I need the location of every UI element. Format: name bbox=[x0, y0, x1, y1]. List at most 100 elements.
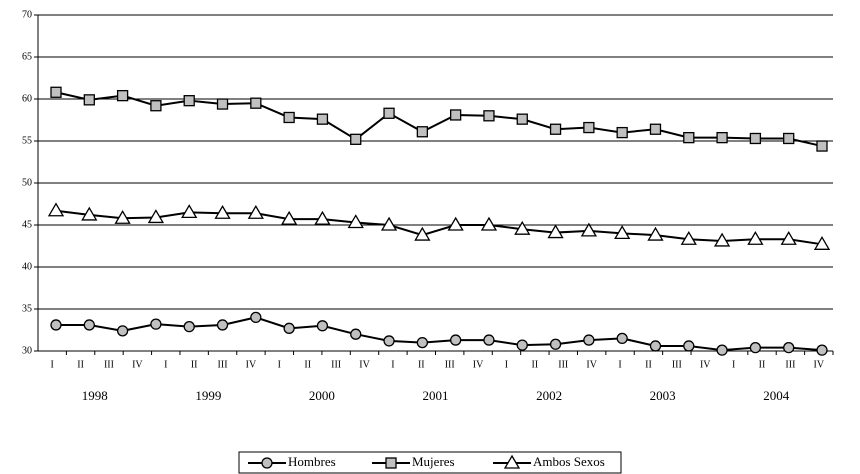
point bbox=[116, 89, 129, 102]
x-tick-label: I bbox=[391, 359, 394, 370]
x-tick-label: II bbox=[77, 359, 84, 370]
x-tick-label: II bbox=[191, 359, 198, 370]
x-tick-label: II bbox=[532, 359, 539, 370]
x-tick-label: III bbox=[331, 359, 341, 370]
point bbox=[383, 335, 395, 347]
point bbox=[816, 344, 828, 356]
point bbox=[649, 340, 662, 352]
point bbox=[783, 132, 795, 145]
point bbox=[50, 86, 62, 98]
point bbox=[47, 202, 65, 217]
x-tick-label: II bbox=[759, 359, 766, 370]
x-tick-label: I bbox=[618, 359, 621, 370]
x-tick-label: I bbox=[51, 359, 54, 370]
point bbox=[683, 340, 695, 352]
year-label: 2000 bbox=[309, 388, 335, 403]
x-tick-label: I bbox=[732, 359, 735, 370]
point bbox=[614, 225, 631, 240]
point bbox=[447, 216, 464, 231]
point bbox=[683, 131, 695, 144]
year-label: 1998 bbox=[82, 388, 108, 403]
x-tick-label: I bbox=[278, 359, 281, 370]
point bbox=[616, 126, 628, 139]
point bbox=[480, 216, 498, 231]
point bbox=[283, 322, 295, 334]
point bbox=[414, 226, 431, 241]
x-tick-label: III bbox=[445, 359, 455, 370]
point bbox=[116, 325, 129, 337]
point bbox=[749, 341, 762, 354]
point bbox=[314, 210, 331, 225]
point bbox=[483, 334, 495, 346]
legend-marker bbox=[503, 454, 521, 469]
point bbox=[716, 344, 728, 356]
point bbox=[347, 214, 364, 229]
year-label: 2003 bbox=[650, 388, 676, 403]
x-tick-label: III bbox=[672, 359, 682, 370]
point bbox=[250, 97, 262, 109]
year-label: 2001 bbox=[423, 388, 449, 403]
x-tick-label: III bbox=[218, 359, 228, 370]
year-label: 2004 bbox=[763, 388, 790, 403]
point bbox=[816, 140, 828, 152]
y-tick-label: 70 bbox=[22, 9, 32, 20]
point bbox=[749, 132, 762, 145]
y-tick-label: 65 bbox=[22, 51, 32, 62]
point bbox=[247, 204, 264, 219]
point bbox=[549, 338, 562, 350]
point bbox=[50, 319, 62, 331]
point bbox=[214, 204, 231, 219]
point bbox=[516, 113, 528, 125]
point bbox=[616, 332, 628, 345]
point bbox=[450, 334, 462, 346]
point bbox=[114, 209, 131, 224]
x-tick-label: II bbox=[304, 359, 311, 370]
x-tick-label: II bbox=[645, 359, 652, 370]
series-line bbox=[55, 91, 823, 148]
x-tick-label: IV bbox=[814, 359, 825, 370]
point bbox=[416, 126, 428, 138]
y-tick-label: 45 bbox=[22, 219, 32, 230]
y-tick-label: 55 bbox=[22, 135, 32, 146]
point bbox=[216, 319, 229, 331]
point bbox=[580, 222, 598, 237]
point bbox=[83, 94, 95, 106]
legend-label: Mujeres bbox=[412, 454, 455, 469]
legend-label: Hombres bbox=[288, 454, 336, 469]
point bbox=[680, 230, 697, 245]
x-tick-label: I bbox=[164, 359, 167, 370]
point bbox=[283, 111, 295, 124]
year-label: 2002 bbox=[536, 388, 562, 403]
point bbox=[380, 216, 398, 231]
legend-label: Ambos Sexos bbox=[533, 454, 605, 469]
legend-box bbox=[238, 451, 622, 474]
x-tick-label: IV bbox=[586, 359, 597, 370]
point bbox=[250, 311, 262, 324]
point bbox=[647, 226, 664, 241]
point bbox=[780, 230, 797, 245]
point bbox=[783, 341, 795, 354]
point bbox=[81, 206, 98, 221]
point bbox=[316, 320, 329, 332]
point bbox=[450, 109, 462, 121]
point bbox=[183, 320, 195, 333]
point bbox=[547, 224, 564, 239]
point bbox=[150, 100, 162, 112]
y-tick-label: 40 bbox=[22, 261, 32, 272]
point bbox=[713, 232, 731, 247]
x-tick-label: II bbox=[418, 359, 425, 370]
point bbox=[583, 334, 595, 346]
point bbox=[350, 328, 362, 340]
x-tick-label: IV bbox=[473, 359, 484, 370]
x-tick-label: I bbox=[505, 359, 508, 370]
point bbox=[483, 110, 495, 122]
point bbox=[280, 210, 298, 225]
x-tick-label: IV bbox=[132, 359, 143, 370]
series-line bbox=[56, 316, 823, 352]
point bbox=[514, 220, 531, 235]
legend-marker bbox=[261, 457, 273, 469]
point bbox=[183, 95, 195, 107]
point bbox=[549, 123, 562, 135]
x-tick-label: IV bbox=[246, 359, 257, 370]
